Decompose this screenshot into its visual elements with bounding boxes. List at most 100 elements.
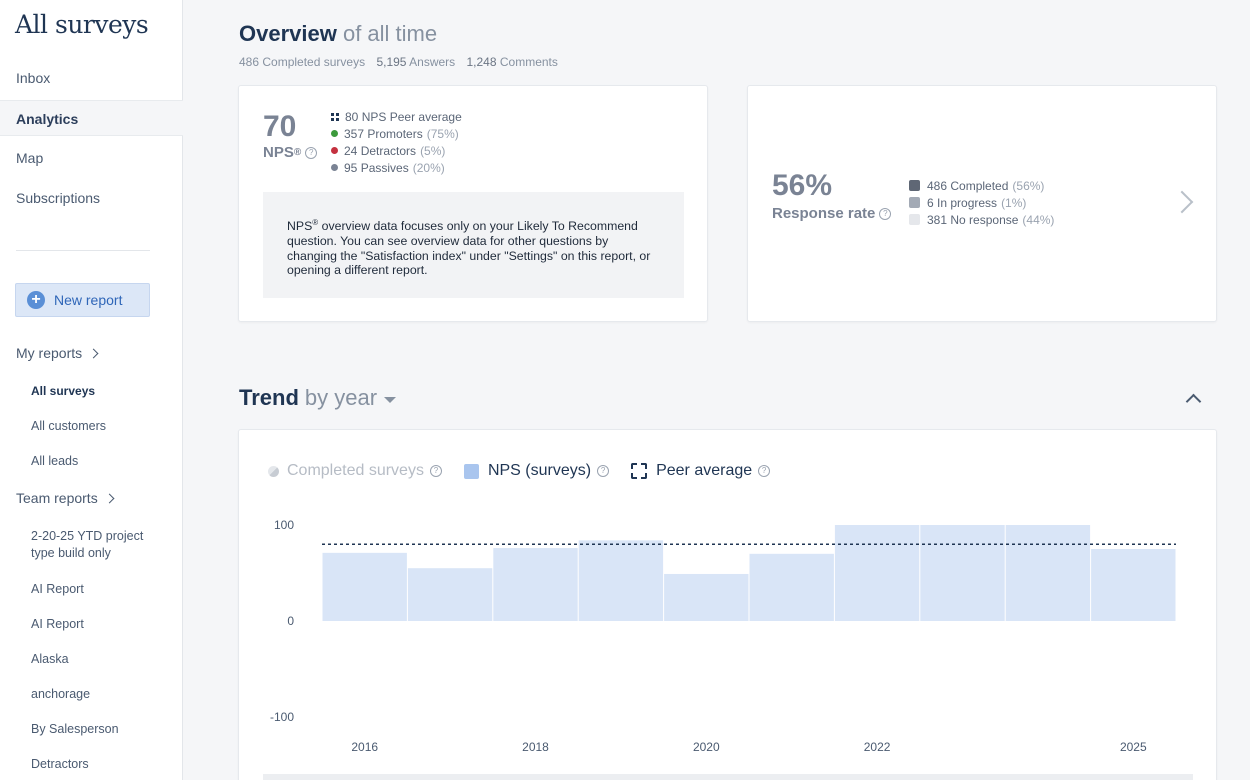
promoters-value: 357 (344, 126, 365, 141)
x-tick-label: 2018 (522, 740, 549, 754)
nps-bar (749, 553, 834, 621)
nps-label: NPS ® ? (263, 144, 318, 161)
nps-bar (322, 552, 407, 621)
legend-completed-surveys[interactable]: Completed surveys ? (268, 462, 442, 480)
help-icon[interactable]: ? (597, 465, 610, 477)
new-report-button[interactable]: + New report (15, 283, 150, 317)
legend-passives: 95 Passives (20%) (331, 159, 462, 176)
my-reports-label: My reports (16, 345, 83, 361)
note-lead: NPS (287, 219, 313, 234)
in-progress-value: 6 (927, 195, 934, 210)
overview-subtitle: of all time (342, 21, 438, 46)
trend-heading: Trend (239, 385, 299, 410)
answers-label: Answers (409, 55, 456, 69)
in-progress-label: In progress (937, 195, 998, 210)
nps-bar (578, 540, 664, 621)
grid-icon (331, 112, 339, 121)
trend-period-dropdown[interactable]: Trend by year (239, 385, 397, 411)
nps-bar (920, 525, 1005, 621)
pie-icon (268, 465, 279, 477)
report-item-all-leads[interactable]: All leads (31, 454, 79, 468)
nav-item-map[interactable]: Map (16, 150, 44, 166)
legend-peer-average: 80 NPS Peer average (331, 108, 462, 125)
nps-bar (664, 573, 749, 621)
nps-legend: 80 NPS Peer average 357 Promoters (75%) 2… (331, 108, 462, 176)
detractors-label: Detractors (360, 143, 417, 158)
legend-nps-surveys[interactable]: NPS (surveys) ? (463, 462, 610, 480)
trend-chart: 100 0 -100 2016 2018 2020 2022 2025 (270, 518, 1176, 754)
note-registered: ® (312, 218, 319, 227)
promoters-pct: (75%) (426, 126, 459, 141)
note-text: overview data focuses only on your Likel… (287, 219, 651, 278)
no-response-label: No response (950, 212, 1019, 227)
report-item-by-salesperson[interactable]: By Salesperson (31, 722, 119, 736)
collapse-chevron-icon[interactable] (1185, 393, 1202, 410)
plus-icon: + (27, 291, 45, 309)
y-tick-label: 0 (287, 614, 294, 628)
nps-note: NPS® overview data focuses only on your … (263, 192, 684, 298)
bar-swatch-icon (463, 463, 479, 479)
passives-value: 95 (344, 160, 358, 175)
comments-label: Comments (499, 55, 558, 69)
response-rate-card[interactable]: 56% Response rate ? 486 Completed (56%) 6… (747, 85, 1217, 322)
team-reports-heading[interactable]: Team reports (16, 490, 115, 506)
chevron-right-icon (88, 348, 99, 358)
no-response-swatch (909, 214, 920, 225)
promoters-dot (331, 130, 338, 137)
legend-completed: 486 Completed (56%) (909, 177, 1054, 194)
chart-footer-strip (263, 774, 1193, 780)
registered-mark: ® (293, 147, 302, 158)
passives-label: Passives (360, 160, 409, 175)
passives-dot (331, 164, 338, 171)
nps-card: 70 NPS ® ? 80 NPS Peer average 357 Promot… (238, 85, 708, 322)
no-response-pct: (44%) (1022, 212, 1055, 227)
report-item-detractors[interactable]: Detractors (31, 757, 89, 771)
help-icon[interactable]: ? (429, 465, 442, 477)
app-title: All surveys (15, 10, 149, 39)
overview-title: Overview of all time (239, 21, 437, 47)
overview-stats: 486 Completed surveys 5,195 Answers 1,24… (239, 55, 558, 69)
completed-label: Completed surveys (262, 55, 366, 69)
report-item-ai-report-2[interactable]: AI Report (31, 617, 84, 631)
report-item-all-surveys[interactable]: All surveys (31, 384, 96, 398)
in-progress-pct: (1%) (1001, 195, 1027, 210)
answers-count: 5,195 (376, 55, 407, 69)
legend-nps-label: NPS (surveys) (487, 462, 592, 479)
no-response-value: 381 (927, 212, 948, 227)
promoters-label: Promoters (367, 126, 423, 141)
help-icon[interactable]: ? (879, 207, 892, 220)
detractors-dot (331, 147, 338, 154)
legend-peer-average[interactable]: Peer average ? (631, 462, 771, 480)
nps-label-text: NPS (263, 144, 294, 161)
legend-no-response: 381 No response (44%) (909, 211, 1054, 228)
response-rate-value: 56% (772, 169, 833, 202)
completed-pct: (56%) (1012, 178, 1045, 193)
nav-item-analytics[interactable]: Analytics (0, 100, 183, 136)
nav-item-inbox[interactable]: Inbox (16, 70, 51, 86)
report-item-anchorage[interactable]: anchorage (31, 687, 91, 701)
nps-bar (493, 548, 578, 621)
my-reports-heading[interactable]: My reports (16, 345, 99, 361)
overview-heading: Overview (239, 21, 337, 46)
dashed-square-icon (631, 463, 648, 479)
report-item-alaska[interactable]: Alaska (31, 652, 69, 666)
comments-count: 1,248 (466, 55, 497, 69)
x-tick-label: 2016 (351, 740, 378, 754)
legend-in-progress: 6 In progress (1%) (909, 194, 1054, 211)
report-item-ytd-project[interactable]: 2-20-25 YTD project type build only (31, 529, 144, 560)
trend-card: Completed surveys ? NPS (surveys) ? Peer… (238, 429, 1217, 780)
chevron-right-icon[interactable] (1170, 190, 1194, 214)
report-item-all-customers[interactable]: All customers (31, 419, 107, 433)
help-icon[interactable]: ? (758, 465, 771, 477)
completed-count: 486 (239, 55, 260, 69)
chevron-right-icon (104, 493, 115, 503)
help-icon[interactable]: ? (305, 146, 318, 159)
nav-item-subscriptions[interactable]: Subscriptions (16, 190, 101, 206)
team-reports-label: Team reports (16, 490, 98, 506)
legend-peer-label: Peer average (656, 462, 753, 479)
chart-legend: Completed surveys ? NPS (surveys) ? Peer… (268, 462, 792, 480)
legend-completed-label: Completed surveys (287, 462, 424, 479)
new-report-label: New report (54, 292, 123, 308)
report-item-ai-report[interactable]: AI Report (31, 582, 84, 596)
response-rate-label: Response rate ? (772, 205, 892, 222)
